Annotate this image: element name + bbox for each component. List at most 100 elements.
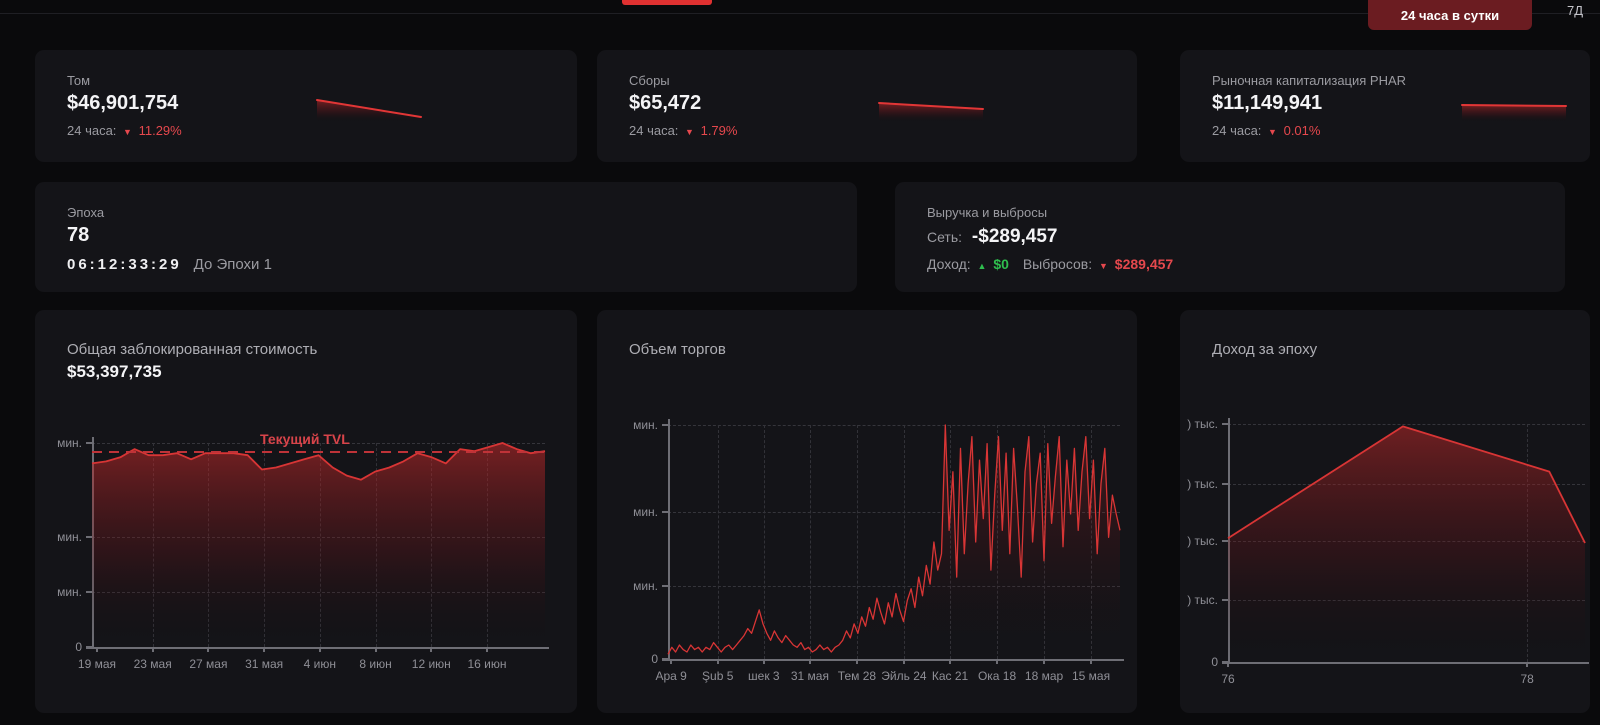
emissions-value: $289,457 — [1114, 256, 1174, 272]
change-percent: 0.01% — [1283, 123, 1321, 138]
vertical-gridline — [856, 425, 858, 659]
income-emissions-row: Доход: ▲ $0 Выбросов: ▼ $289,457 — [927, 256, 1173, 272]
x-tick-label: 23 мая — [133, 657, 172, 671]
chart-title: Общая заблокированная стоимость — [67, 341, 318, 358]
header-divider — [0, 13, 1600, 14]
y-tick-label: мин. — [633, 504, 658, 519]
up-arrow-icon: ▲ — [977, 261, 987, 271]
horizontal-gridline — [1228, 424, 1585, 425]
x-tick-label: 4 июн — [303, 657, 337, 671]
x-tick-label: Ока 18 — [977, 669, 1017, 683]
x-tickmark — [95, 647, 98, 652]
period-label: 24 часа: — [629, 123, 679, 138]
stat-change: 24 часа: ▼ 0.01% — [1212, 123, 1320, 138]
y-tick-label: ) тыс. — [1187, 476, 1218, 491]
y-tick-label: 0 — [651, 652, 658, 666]
period-label: 24 часа: — [67, 123, 117, 138]
net-label: Сеть: — [927, 229, 963, 245]
x-tick-label: 16 июн — [467, 657, 507, 671]
x-tickmark — [1227, 662, 1229, 667]
y-tickmark — [1222, 539, 1228, 542]
stat-label: Рыночная капитализация PHAR — [1212, 73, 1407, 88]
x-tickmark — [374, 647, 377, 652]
revenue-card: Выручка и выбросы Сеть: -$289,457 Доход:… — [895, 182, 1565, 292]
stat-change: 24 часа: ▼ 11.29% — [67, 123, 182, 138]
chart-line — [667, 424, 1121, 655]
epoch-countdown-row: 06:12:33:29 До Эпохи 1 — [67, 256, 272, 273]
x-tick-label: Эйль 24 — [881, 669, 927, 683]
x-tick-label: Ара 9 — [655, 669, 687, 683]
x-tickmark — [762, 659, 765, 664]
stat-card-fees: Сборы $65,472 24 часа: ▼ 1.79% — [597, 50, 1137, 162]
range-7d-button[interactable]: 7Д — [1567, 3, 1584, 18]
chart-plot — [667, 424, 1121, 659]
vertical-gridline — [763, 425, 765, 659]
volume-chart: мин. мин. мин. 0 Ара 9 Şub 5 шек 3 31 мая Тем 28… — [597, 310, 1137, 713]
net-row: Сеть: -$289,457 — [927, 226, 1058, 248]
x-tickmark — [1090, 659, 1093, 664]
y-tick-label: ) тыс. — [1187, 593, 1218, 608]
x-tickmark — [670, 659, 673, 664]
vertical-gridline — [903, 425, 905, 659]
y-tickmark — [662, 585, 668, 588]
stat-value: $46,901,754 — [67, 92, 179, 114]
x-tickmark — [207, 647, 210, 652]
y-tick-label: мин. — [57, 584, 82, 599]
horizontal-gridline — [92, 443, 545, 444]
x-tickmark — [902, 659, 905, 664]
income-value: $0 — [993, 256, 1009, 272]
x-tickmark — [1526, 662, 1529, 667]
y-tickmark — [1222, 482, 1228, 485]
epoch-income-chart: ) тыс.) тыс.) тыс.) тыс. 0 76 78 — [1180, 310, 1590, 713]
x-tickmark — [996, 659, 999, 664]
x-tick-label: 31 мая — [790, 669, 829, 683]
epoch-countdown-suffix: До Эпохи 1 — [193, 256, 272, 273]
horizontal-gridline — [668, 425, 1120, 426]
x-tickmark — [855, 659, 858, 664]
y-tickmark — [662, 510, 668, 513]
y-tickmark — [86, 535, 92, 538]
x-tickmark — [430, 647, 433, 652]
tvl-chart-card: Общая заблокированная стоимость $53,397,… — [35, 310, 577, 713]
epoch-countdown: 06:12:33:29 — [67, 256, 182, 273]
x-tickmark — [263, 647, 266, 652]
x-tick-label: Тем 28 — [837, 669, 877, 683]
stat-label: Сборы — [629, 73, 670, 88]
active-tab-indicator — [622, 0, 712, 5]
y-tick-label: мин. — [633, 579, 658, 594]
income-label: Доход: — [927, 256, 971, 272]
stat-value: $65,472 — [629, 92, 702, 114]
y-tick-label: мин. — [57, 436, 82, 450]
y-tick-label: 0 — [1211, 655, 1218, 669]
y-tick-label: мин. — [633, 418, 658, 432]
current-tvl-line — [92, 451, 545, 454]
x-tick-label: 31 мая — [245, 657, 284, 671]
down-arrow-icon: ▼ — [1268, 127, 1277, 137]
x-axis — [1222, 662, 1589, 664]
x-tick-label: 12 июн — [411, 657, 451, 671]
epoch-card: Эпоха 78 06:12:33:29 До Эпохи 1 — [35, 182, 857, 292]
y-tickmark — [86, 590, 92, 593]
stat-card-marketcap: Рыночная капитализация PHAR $11,149,941 … — [1180, 50, 1590, 162]
chart-plot — [91, 442, 546, 647]
stat-label: Том — [67, 73, 91, 88]
x-tick-label: Şub 5 — [702, 669, 734, 683]
emissions-label: Выбросов: — [1022, 256, 1093, 272]
x-tick-label: 15 мая — [1072, 669, 1111, 683]
y-tickmark — [86, 442, 92, 444]
range-24h-button[interactable]: 24 часа в сутки — [1368, 0, 1532, 30]
x-tick-label: Кас 21 — [931, 669, 969, 683]
x-tickmark — [318, 647, 321, 652]
x-tickmark — [1043, 659, 1046, 664]
x-axis — [662, 659, 1124, 661]
x-tickmark — [151, 647, 154, 652]
horizontal-gridline — [668, 586, 1120, 588]
revenue-label: Выручка и выбросы — [927, 205, 1048, 220]
chart-title: Доход за эпоху — [1212, 341, 1318, 358]
marketcap-sparkline — [1461, 104, 1567, 122]
y-tick-label: ) тыс. — [1187, 533, 1218, 548]
change-percent: 1.79% — [700, 123, 738, 138]
stat-change: 24 часа: ▼ 1.79% — [629, 123, 737, 138]
stat-card-volume: Том $46,901,754 24 часа: ▼ 11.29% — [35, 50, 577, 162]
